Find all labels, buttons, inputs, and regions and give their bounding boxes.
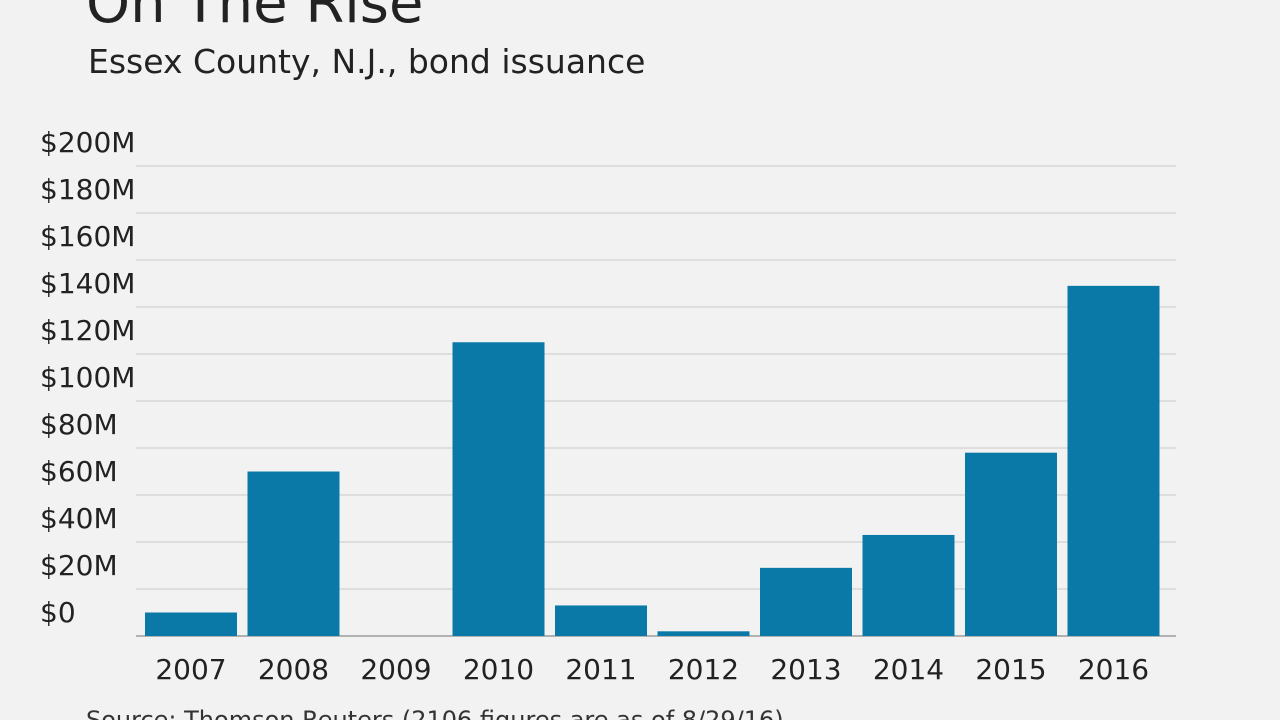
y-tick-label: $180M — [40, 173, 135, 206]
x-tick-label-2016: 2016 — [1078, 653, 1149, 686]
bar-2014 — [862, 534, 955, 636]
y-tick-label: $120M — [40, 314, 135, 347]
y-tick-label: $140M — [40, 267, 135, 300]
source-note: Source: Thomson Reuters (2106 figures ar… — [86, 706, 784, 720]
y-tick-label: $40M — [40, 502, 118, 535]
bar-2016 — [1067, 285, 1160, 636]
x-tick-label-2013: 2013 — [770, 653, 841, 686]
x-tick-label-2009: 2009 — [360, 653, 431, 686]
y-tick-label: $160M — [40, 220, 135, 253]
y-axis-tick-labels: $0 $20M $40M $60M $80M $100M $120M $140M $160M $1… — [40, 126, 135, 629]
bar-2012 — [657, 631, 750, 636]
bar-2008 — [247, 471, 340, 636]
bar-2013 — [760, 567, 852, 636]
x-tick-label-2011: 2011 — [565, 653, 636, 686]
x-tick-label-2014: 2014 — [873, 653, 944, 686]
y-tick-label: $80M — [40, 408, 118, 441]
y-tick-label: $200M — [40, 126, 135, 159]
y-tick-label: $20M — [40, 549, 118, 582]
chart-title: On The Rise — [86, 0, 424, 36]
y-tick-label: $0 — [40, 596, 76, 629]
x-tick-label-2015: 2015 — [975, 653, 1046, 686]
y-tick-label: $100M — [40, 361, 135, 394]
bar-2011 — [555, 605, 647, 636]
x-tick-label-2010: 2010 — [463, 653, 534, 686]
bar-2007 — [145, 612, 237, 636]
x-tick-label-2007: 2007 — [155, 653, 226, 686]
x-tick-label-2012: 2012 — [668, 653, 739, 686]
bars — [145, 285, 1160, 636]
chart-subtitle: Essex County, N.J., bond issuance — [88, 42, 646, 81]
x-axis-tick-labels: 2007 2008 2009 2010 2011 2012 2013 2014 2015 2016 — [155, 653, 1149, 686]
x-tick-label-2008: 2008 — [258, 653, 329, 686]
bar-2015 — [965, 452, 1057, 636]
y-tick-label: $60M — [40, 455, 118, 488]
bar-2010 — [452, 342, 545, 636]
